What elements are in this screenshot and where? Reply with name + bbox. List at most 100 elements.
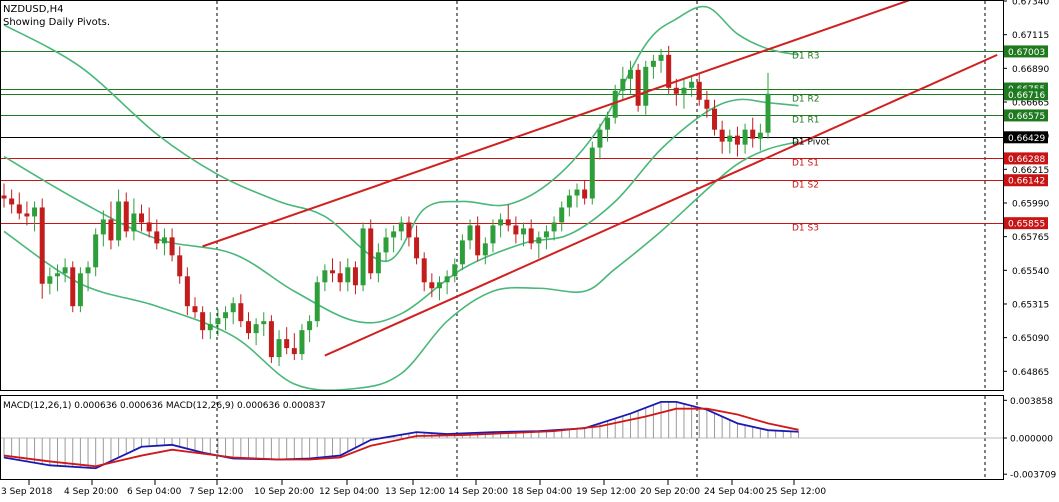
candle-body	[16, 204, 22, 214]
candle-body	[245, 321, 251, 334]
price-tag-box	[1004, 152, 1048, 165]
trend-line	[324, 53, 998, 357]
candle-body	[230, 303, 236, 313]
price-tag-box	[1004, 88, 1048, 101]
time-tick-label: 18 Sep 04:00	[512, 487, 572, 497]
candle-body	[161, 237, 167, 244]
price-tick-label: 0.66215	[1012, 166, 1049, 176]
price-tick-label: 0.65765	[1012, 233, 1049, 243]
price-tick-label: 0.66890	[1012, 65, 1049, 75]
candle-body	[177, 255, 183, 277]
time-axis: 3 Sep 2018 4 Sep 20:00 6 Sep 04:00 7 Sep 12…	[1, 480, 826, 497]
candle-body	[307, 321, 313, 331]
candle-body	[9, 198, 15, 205]
price-tag-text: 0.66429	[1008, 134, 1045, 144]
pivot-lines	[0, 51, 1003, 224]
candle-body	[505, 219, 511, 226]
price-tick-label: 0.65315	[1012, 300, 1049, 310]
candle-body	[612, 90, 618, 118]
candle-body	[444, 276, 450, 283]
candle-body	[139, 213, 145, 223]
candle-body	[77, 273, 83, 307]
main-panel-border	[0, 0, 1004, 391]
price-tick-label: 0.64865	[1012, 368, 1049, 378]
candle-body	[85, 267, 91, 274]
candle-body	[559, 207, 565, 223]
candle-body	[635, 69, 641, 106]
main-price-panel: D1 R3 D1 R2 D1 R1 D1 Pivot D1 S1 D1 S2 D1 S3 N…	[0, 0, 1004, 391]
candle-body	[116, 201, 122, 241]
main-grid	[216, 1, 986, 390]
candle-body	[1, 195, 7, 199]
candle-body	[727, 135, 733, 142]
candle-body	[475, 225, 481, 256]
candle-body	[750, 129, 756, 139]
time-tick-label: 13 Sep 12:00	[385, 487, 445, 497]
candle-body	[528, 228, 534, 244]
candle-body	[268, 321, 274, 358]
candle-body	[47, 276, 53, 284]
candle-body	[299, 330, 305, 355]
pivot-label: D1 S2	[792, 181, 819, 191]
candle-body	[650, 60, 656, 67]
candle-body	[146, 222, 152, 232]
candle-body	[169, 237, 175, 256]
candle-body	[337, 273, 343, 283]
candle-body	[108, 219, 114, 241]
candle-body	[223, 312, 229, 319]
price-tick-label: 0.67115	[1012, 31, 1049, 41]
price-tags: 0.670030.667550.667160.665750.664290.662…	[1004, 45, 1048, 230]
candle-body	[291, 348, 297, 355]
candle-body	[551, 222, 557, 232]
price-tag-box	[1004, 217, 1048, 230]
price-tag-text: 0.66288	[1008, 155, 1045, 165]
pivot-label: D1 S3	[792, 224, 819, 234]
pivot-labels: D1 R3 D1 R2 D1 R1 D1 Pivot D1 S1 D1 S2 D1 S3	[792, 52, 830, 234]
price-tag-box	[1004, 45, 1048, 58]
bollinger-upper	[3, 5, 799, 263]
bollinger-lower	[3, 140, 799, 391]
candle-body	[536, 237, 542, 244]
macd-label: MACD(12,26,1) 0.000636 0.000636 MACD(12,…	[3, 401, 326, 411]
candle-body	[238, 303, 244, 322]
time-tick-label: 19 Sep 12:00	[576, 487, 636, 497]
macd-tick-label: -0.003709	[1010, 471, 1056, 481]
candle-body	[314, 282, 320, 322]
candle-body	[498, 219, 504, 226]
time-tick-label: 7 Sep 12:00	[189, 487, 244, 497]
candle-body	[597, 129, 603, 148]
time-tick-label: 20 Sep 20:00	[640, 487, 700, 497]
candle-body	[352, 267, 358, 286]
candle-body	[123, 201, 129, 232]
candle-body	[490, 225, 496, 244]
time-tick-label: 12 Sep 04:00	[319, 487, 379, 497]
trend-line	[202, 0, 913, 248]
pivot-label: D1 R1	[792, 116, 820, 126]
price-tick-label: 0.65090	[1012, 334, 1049, 344]
candle-body	[742, 129, 748, 145]
price-tick-label: 0.67340	[1012, 0, 1049, 8]
time-tick-label: 6 Sep 04:00	[127, 487, 182, 497]
candle-body	[643, 66, 649, 106]
candle-body	[207, 324, 213, 331]
candle-body	[719, 129, 725, 142]
candle-body	[757, 132, 763, 139]
price-tag-text: 0.66142	[1008, 177, 1045, 187]
time-tick-label: 3 Sep 2018	[1, 487, 53, 497]
candle-body	[360, 228, 366, 286]
candle-body	[734, 135, 740, 145]
candle-body	[261, 321, 267, 325]
macd-grid	[0, 396, 1003, 479]
candle-body	[765, 93, 771, 133]
candle-body	[70, 267, 76, 307]
candle-body	[582, 189, 588, 199]
candle-body	[452, 264, 458, 277]
time-tick-label: 24 Sep 04:00	[704, 487, 764, 497]
pivot-label: D1 Pivot	[792, 138, 830, 148]
candle-body	[131, 213, 137, 232]
candle-body	[391, 231, 397, 238]
candle-body	[62, 267, 68, 274]
price-tag-text: 0.66575	[1008, 112, 1045, 122]
macd-main-line	[3, 400, 799, 470]
